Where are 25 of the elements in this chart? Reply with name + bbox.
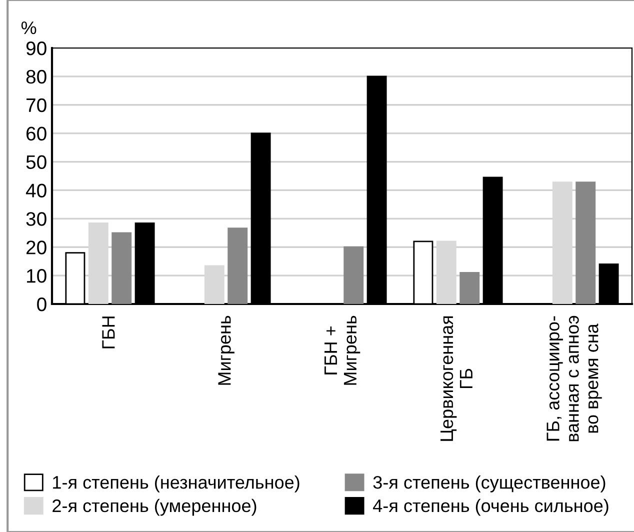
y-tick-label: 0 [37,297,46,312]
y-tick-label: 90 [26,41,46,56]
bar [576,182,596,304]
y-tick-label: 40 [26,184,46,198]
bar [112,232,132,304]
legend-label: 2-я степень (умеренное) [52,498,256,516]
x-tick-label: ГБН [102,316,115,348]
legend-label: 3-я степень (существенное) [373,475,606,492]
legend-label: 4-я степень (очень сильное) [373,498,608,516]
y-tick-label: 20 [26,240,46,254]
bar [460,272,480,304]
y-tick-label: 50 [26,155,46,170]
legend-label: 1-я степень (незначительное) [53,475,300,492]
y-axis-title: % [21,21,36,34]
bar [228,228,248,304]
y-tick-label: 30 [26,212,46,226]
x-tick-label: ГБН + Мигрень [324,316,360,385]
x-tick-label: ГБ, ассоцииро- ванная с апноэ во время сна [546,316,602,442]
x-tick-label: Цервикогенная ГБ [440,316,472,441]
y-tick-label: 70 [26,98,46,112]
x-tick-label: Мигрень [218,316,234,385]
bar [344,246,364,304]
y-tick-label: 10 [26,269,46,283]
y-tick-label: 80 [26,70,46,84]
y-tick-label: 60 [26,126,46,141]
